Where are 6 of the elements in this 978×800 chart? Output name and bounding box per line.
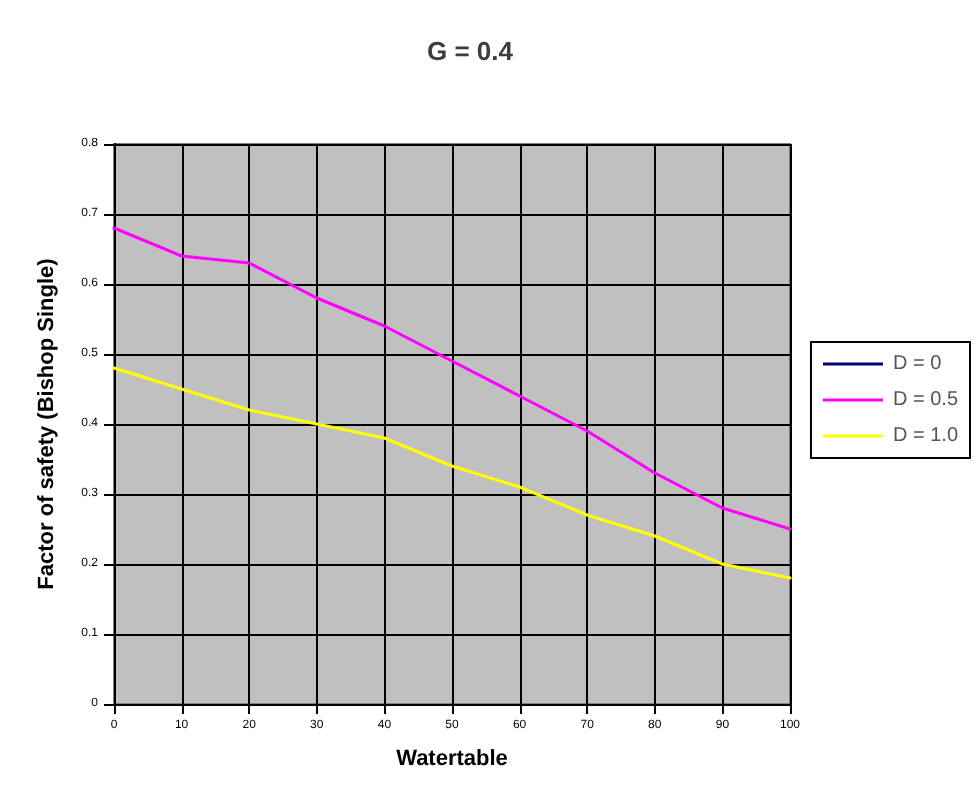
legend-label: D = 0 <box>892 353 943 375</box>
chart-title: G = 0.4 <box>427 36 515 66</box>
x-axis-title: Watertable <box>396 747 508 771</box>
legend-label: D = 0.5 <box>892 389 959 411</box>
legend-label: D = 1.0 <box>892 425 959 447</box>
y-axis-title: Factor of safety (Bishop Single) <box>35 257 59 590</box>
